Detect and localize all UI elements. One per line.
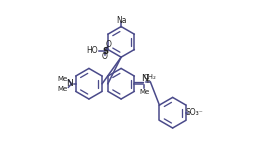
Text: CH₂: CH₂ [144,74,157,80]
Text: +: + [144,78,150,84]
Text: N: N [66,79,73,88]
Text: Me: Me [58,76,68,82]
Text: O: O [102,52,108,61]
Text: O: O [106,41,112,49]
Text: Me: Me [139,89,149,95]
Text: N: N [141,74,148,83]
Text: HO: HO [86,47,98,55]
Text: SO₃⁻: SO₃⁻ [185,108,203,117]
Text: Na: Na [116,16,127,25]
Text: Me: Me [58,85,68,92]
Text: S: S [102,47,108,56]
